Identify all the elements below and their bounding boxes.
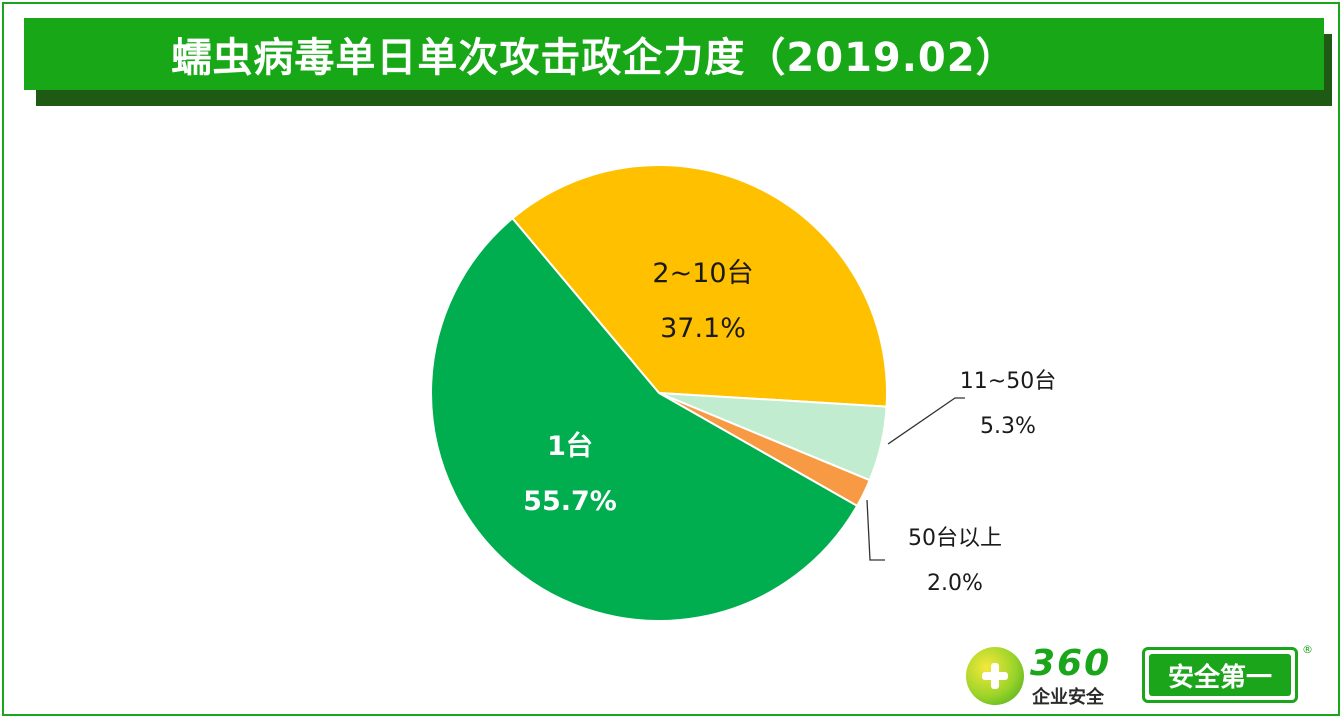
slice-label-1: 2~10台 [652,258,753,289]
logo-number: 360 [1030,643,1112,684]
registered-mark: ® [1302,643,1313,656]
pie-slice-1 [511,164,888,408]
logo-badge: 安全第一 [1142,647,1298,703]
plus-icon [980,661,1010,691]
slice-value-1: 37.1% [660,313,746,344]
logo-subtitle: 企业安全 [1032,687,1104,708]
slice-value-3: 2.0% [927,571,983,596]
slice-label-3: 50台以上 [908,526,1002,551]
chart-title: 蠕虫病毒单日单次攻击政企力度（2019.02） [171,35,1017,81]
pie-slice-4 [430,216,859,622]
leader-line-3 [866,499,885,561]
slice-value-2: 5.3% [980,414,1036,439]
slice-label-2: 11~50台 [960,369,1056,394]
slice-label-4: 1台 [547,430,593,462]
leader-line-2 [887,397,965,445]
logo-circle-icon [966,647,1024,705]
slice-value-4: 55.7% [523,486,617,517]
title-banner: 蠕虫病毒单日单次攻击政企力度（2019.02） [24,18,1324,90]
logo-badge-text: 安全第一 [1149,654,1291,696]
brand-logo: 360 企业安全 安全第一 ® [962,643,1314,709]
